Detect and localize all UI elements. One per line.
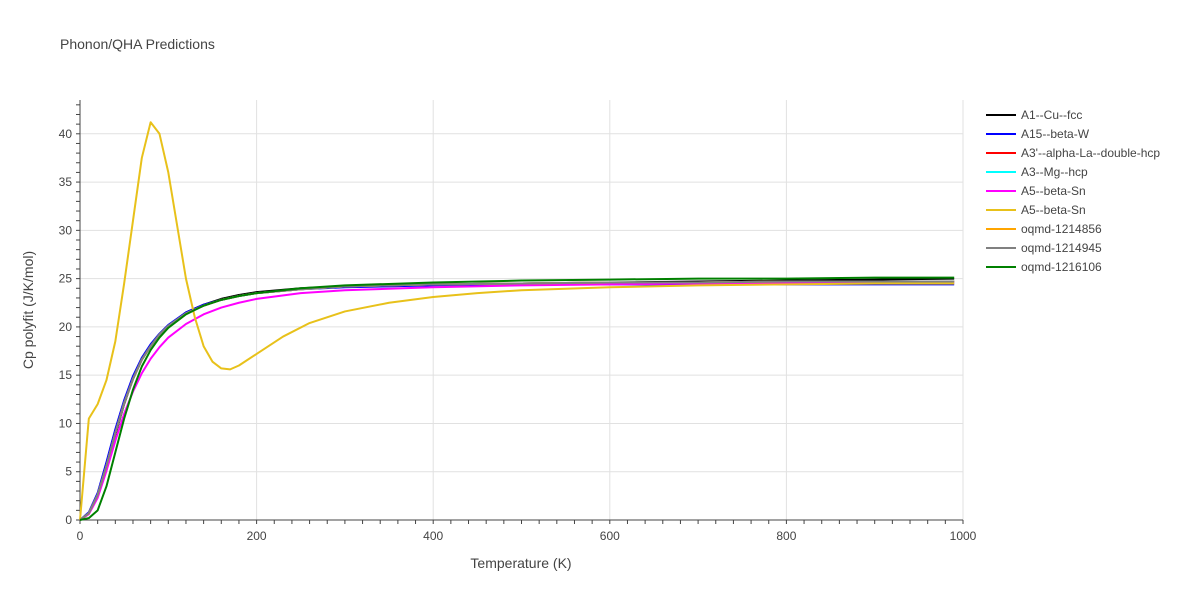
legend: A1--Cu--fcc A15--beta-W A3'--alpha-La--dou… xyxy=(986,108,1160,274)
y-tick-label: 10 xyxy=(59,416,73,430)
y-tick-label: 25 xyxy=(59,272,73,286)
plot-area[interactable] xyxy=(79,121,955,521)
legend-label: oqmd-1214945 xyxy=(1021,241,1102,255)
x-tick-label: 0 xyxy=(77,529,84,543)
grid-layer xyxy=(80,100,964,520)
y-axis-title: Cp polyfit (J/K/mol) xyxy=(20,251,36,369)
y-tick-label: 5 xyxy=(65,465,72,479)
series-line xyxy=(79,277,955,521)
x-tick-label: 600 xyxy=(600,529,620,543)
y-tick-label: 35 xyxy=(59,175,73,189)
series-line xyxy=(79,283,955,521)
y-tick-label: 30 xyxy=(59,223,73,237)
legend-label: A1--Cu--fcc xyxy=(1021,108,1082,122)
y-tick-label: 15 xyxy=(59,368,73,382)
series-line xyxy=(79,280,955,521)
series-line xyxy=(79,281,955,521)
axes-layer: 0 200 400 600 800 1000 0 5 10 15 20 25 30 35 40 xyxy=(59,100,977,543)
y-tick-label: 40 xyxy=(59,127,73,141)
legend-label: oqmd-1214856 xyxy=(1021,222,1102,236)
series-line xyxy=(79,276,955,521)
series-line xyxy=(79,280,955,521)
x-tick-label: 1000 xyxy=(950,529,977,543)
series-line xyxy=(79,280,955,521)
legend-label: A5--beta-Sn xyxy=(1021,203,1086,217)
legend-label: A15--beta-W xyxy=(1021,127,1090,141)
x-tick-label: 800 xyxy=(776,529,796,543)
legend-label: A3--Mg--hcp xyxy=(1021,165,1088,179)
y-tick-label: 20 xyxy=(59,320,73,334)
x-tick-label: 200 xyxy=(247,529,267,543)
legend-label: A3'--alpha-La--double-hcp xyxy=(1021,146,1160,160)
series-line xyxy=(79,121,955,521)
x-tick-label: 400 xyxy=(423,529,443,543)
x-axis-title: Temperature (K) xyxy=(470,555,571,571)
legend-label: oqmd-1216106 xyxy=(1021,260,1102,274)
y-tick-label: 0 xyxy=(65,513,72,527)
chart-title: Phonon/QHA Predictions xyxy=(60,36,215,52)
legend-label: A5--beta-Sn xyxy=(1021,184,1086,198)
series-line xyxy=(79,280,955,521)
